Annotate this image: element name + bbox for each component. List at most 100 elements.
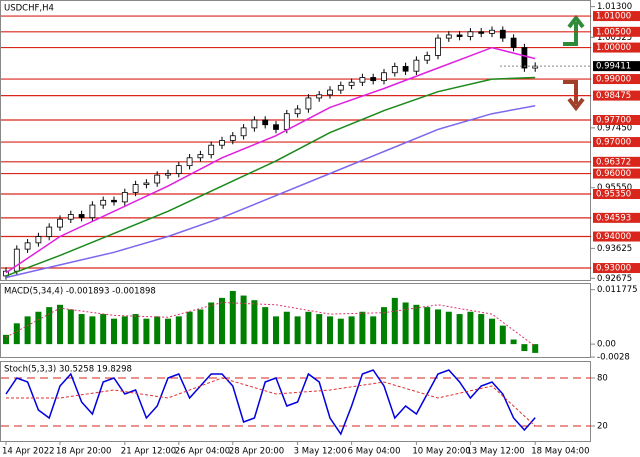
candle-body [121, 192, 128, 203]
macd-bar [337, 318, 344, 345]
candle-body [208, 144, 215, 156]
macd-bar [316, 314, 323, 345]
level-label: 0.99000 [596, 75, 631, 85]
candle-body [24, 242, 31, 250]
macd-bar [499, 325, 506, 345]
macd-bar [305, 311, 312, 345]
candle-body [57, 218, 63, 228]
candle-body [402, 66, 409, 72]
macd-bar [219, 297, 225, 345]
candle-body [316, 94, 323, 99]
macd-bar [111, 318, 117, 345]
macd-bar [510, 339, 517, 345]
x-tick-label: 26 Apr 04:00 [175, 447, 230, 457]
candle-body [359, 77, 366, 83]
macd-bar [46, 307, 53, 345]
macd-bar [229, 290, 236, 345]
moving-average [5, 105, 536, 279]
moving-average [5, 76, 536, 277]
x-tick-label: 21 Apr 12:00 [121, 447, 176, 457]
level-label: 0.97700 [596, 116, 631, 126]
x-tick-label: 6 May 04:00 [348, 447, 401, 457]
x-tick-label: 13 May 12:00 [466, 447, 524, 457]
candle-body [78, 214, 85, 219]
candle-body [186, 157, 193, 167]
candle-body [219, 140, 225, 146]
macd-bar [521, 344, 528, 352]
candle-body [240, 127, 247, 137]
level-label-bg [593, 168, 640, 179]
stoch-line [5, 369, 536, 436]
candle-body [305, 97, 312, 110]
candle-body [67, 214, 74, 220]
candle-body [229, 135, 236, 141]
x-tick-label: 3 May 12:00 [294, 447, 347, 457]
stoch-frame [0, 361, 591, 442]
level-label: 1.00000 [596, 43, 631, 53]
x-tick-label: 18 Apr 20:00 [56, 447, 111, 457]
candle-body [111, 199, 117, 203]
macd-bar [435, 309, 441, 345]
macd-bar [381, 307, 387, 345]
candle-body [197, 154, 204, 159]
x-tick-label: 10 May 20:00 [412, 447, 470, 457]
candle-body [413, 59, 420, 72]
level-label-bg [593, 74, 640, 85]
macd-bar [424, 307, 431, 345]
candle-body [391, 66, 398, 74]
macd-bar [121, 316, 128, 345]
candle-body [3, 270, 9, 277]
macd-bar [402, 302, 409, 345]
macd-bar [294, 316, 301, 345]
candle-body [35, 236, 42, 244]
y-tick-label: 80 [597, 374, 608, 384]
x-tick-label: 14 Apr 2022 [2, 447, 55, 457]
level-label: 0.96372 [596, 157, 631, 167]
macd-bar [78, 314, 85, 345]
candle-body [521, 47, 528, 69]
x-tick-label: 18 May 04:00 [531, 447, 589, 457]
candle-body [143, 182, 150, 185]
candle-body [489, 29, 495, 34]
y-tick-label: -0.0028 [597, 353, 630, 363]
macd-bar [197, 309, 204, 345]
y-tick-label: 1.00325 [597, 33, 632, 43]
macd-bar [478, 314, 485, 345]
candle-body [13, 248, 20, 272]
macd-bar [13, 323, 20, 345]
level-label: 0.94000 [596, 232, 631, 242]
macd-bar [100, 314, 107, 345]
level-label-bg [593, 90, 640, 101]
y-tick-label: 0.011775 [597, 285, 638, 295]
level-label: 1.00500 [596, 27, 631, 37]
macd-bar [370, 316, 377, 345]
macd-title: MACD(5,34,4) -0.001893 -0.001898 [4, 287, 156, 297]
level-label: 0.94593 [596, 213, 631, 223]
level-label-bg [593, 26, 640, 37]
candle-body [262, 119, 269, 126]
macd-bar [143, 318, 150, 345]
macd-bar [165, 318, 171, 345]
x-tick-label: 28 Apr 20:00 [229, 447, 284, 457]
level-label-bg [593, 189, 640, 200]
macd-bar [327, 316, 333, 345]
candle-body [337, 84, 344, 91]
chart-title: USDCHF,H4 [4, 4, 54, 14]
macd-bar [348, 316, 355, 345]
level-label-bg [593, 115, 640, 125]
stoch-line [6, 377, 536, 427]
level-label: 0.96000 [596, 169, 631, 179]
candle-body [283, 113, 290, 130]
level-label: 0.98475 [596, 91, 631, 101]
candle-body [251, 119, 258, 129]
level-label-bg [593, 212, 640, 223]
y-tick-label: 0.92675 [597, 274, 632, 284]
macd-bar [532, 344, 539, 353]
level-label: 0.97000 [596, 138, 631, 148]
candle-body [348, 81, 355, 86]
level-label: 0.93000 [596, 264, 631, 274]
macd-bar [445, 311, 452, 345]
candle-body [467, 31, 474, 37]
candle-body [532, 65, 539, 69]
